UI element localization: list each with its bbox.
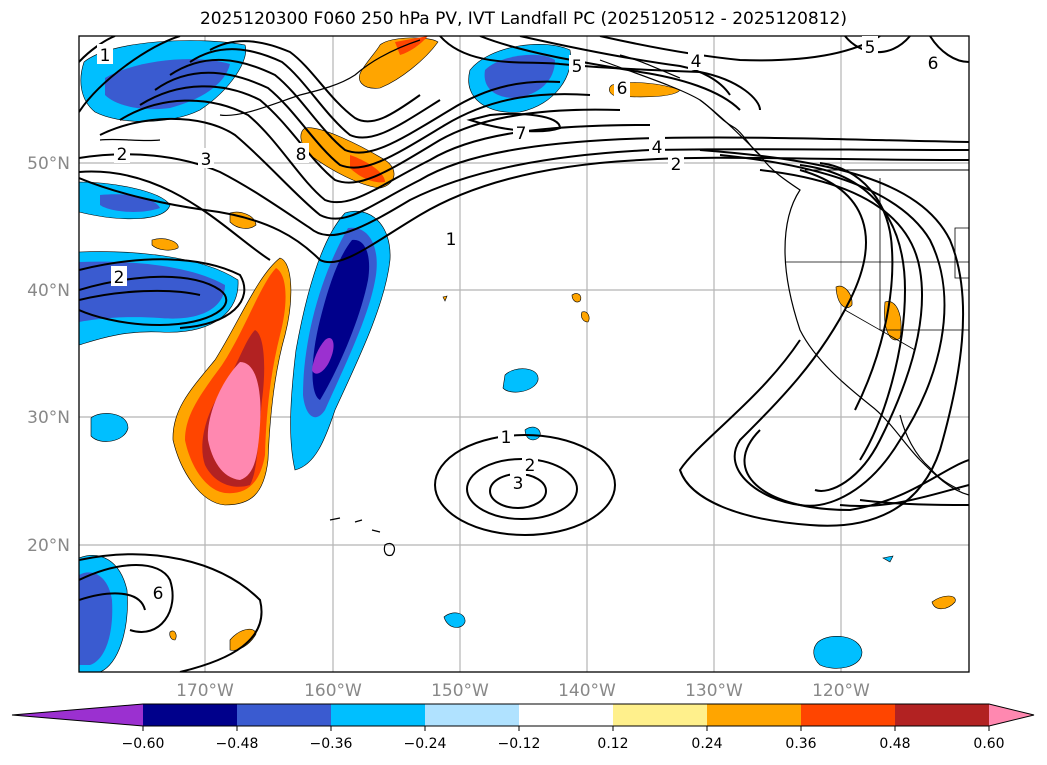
colorbar-tick-label: −0.24 xyxy=(404,736,447,752)
map-title: 2025120300 F060 250 hPa PV, IVT Landfall… xyxy=(199,9,847,29)
colorbar-segment xyxy=(801,704,896,726)
colorbar-tick-label: −0.36 xyxy=(310,736,353,752)
contour-label: 5 xyxy=(865,38,876,58)
colorbar-segment xyxy=(895,704,990,726)
contour-label: 5 xyxy=(572,57,583,77)
colorbar-tick-label: 0.12 xyxy=(597,736,628,752)
colorbar-segment xyxy=(143,704,238,726)
latitude-labels: 50°N 40°N 30°N 20°N xyxy=(27,154,70,556)
colorbar-tick-label: −0.48 xyxy=(216,736,259,752)
contour-label: 2 xyxy=(671,155,682,175)
colorbar-segment xyxy=(519,704,614,726)
colorbar-extend-min xyxy=(12,704,143,726)
contour-label: 1 xyxy=(446,230,457,250)
colorbar-segment xyxy=(425,704,520,726)
contour-label: 6 xyxy=(153,584,164,604)
colorbar-tick-label: 0.48 xyxy=(879,736,910,752)
lon-label: 170°W xyxy=(176,681,234,701)
contour-label: 4 xyxy=(691,52,702,72)
colorbar-extend-max xyxy=(989,704,1034,726)
contour-label: 8 xyxy=(296,145,307,165)
lat-label: 20°N xyxy=(27,536,70,556)
lon-label: 140°W xyxy=(558,681,616,701)
colorbar: −0.60 −0.48 −0.36 −0.24 −0.12 0.12 0.24 0.36 0.4… xyxy=(11,703,1035,752)
lat-label: 40°N xyxy=(27,281,70,301)
contour-label: 1 xyxy=(501,428,512,448)
colorbar-segment xyxy=(707,704,802,726)
coastlines xyxy=(99,39,969,557)
contour-labels: 1 2 3 8 4 5 6 7 1 2 3 2 4 5 6 2 1 6 xyxy=(97,36,941,604)
contour-label: 2 xyxy=(114,268,125,288)
lat-label: 50°N xyxy=(27,154,70,174)
colorbar-segment xyxy=(331,704,426,726)
colorbar-tick-label: −0.12 xyxy=(498,736,541,752)
colorbar-tick-label: −0.60 xyxy=(122,736,165,752)
colorbar-tick-label: 0.60 xyxy=(973,736,1004,752)
contour-label: 6 xyxy=(617,79,628,99)
contour-label: 2 xyxy=(117,145,128,165)
lon-label: 150°W xyxy=(431,681,489,701)
lon-label: 160°W xyxy=(304,681,362,701)
contour-label: 2 xyxy=(525,456,536,476)
contour-label: 3 xyxy=(201,150,212,170)
contour-label: 1 xyxy=(100,46,111,66)
lon-label: 120°W xyxy=(812,681,870,701)
lat-label: 30°N xyxy=(27,408,70,428)
contour-label: 6 xyxy=(928,54,939,74)
contour-label: 4 xyxy=(652,138,663,158)
pv-positive-fill xyxy=(151,36,956,651)
plot-frame xyxy=(78,35,970,673)
contour-label: 3 xyxy=(513,474,524,494)
colorbar-segment xyxy=(613,704,708,726)
contour-label: 7 xyxy=(516,124,527,144)
colorbar-segment xyxy=(237,704,332,726)
colorbar-tick-label: 0.24 xyxy=(691,736,722,752)
longitude-labels: 170°W 160°W 150°W 140°W 130°W 120°W xyxy=(176,681,870,701)
lon-label: 130°W xyxy=(685,681,743,701)
colorbar-tick-label: 0.36 xyxy=(785,736,816,752)
